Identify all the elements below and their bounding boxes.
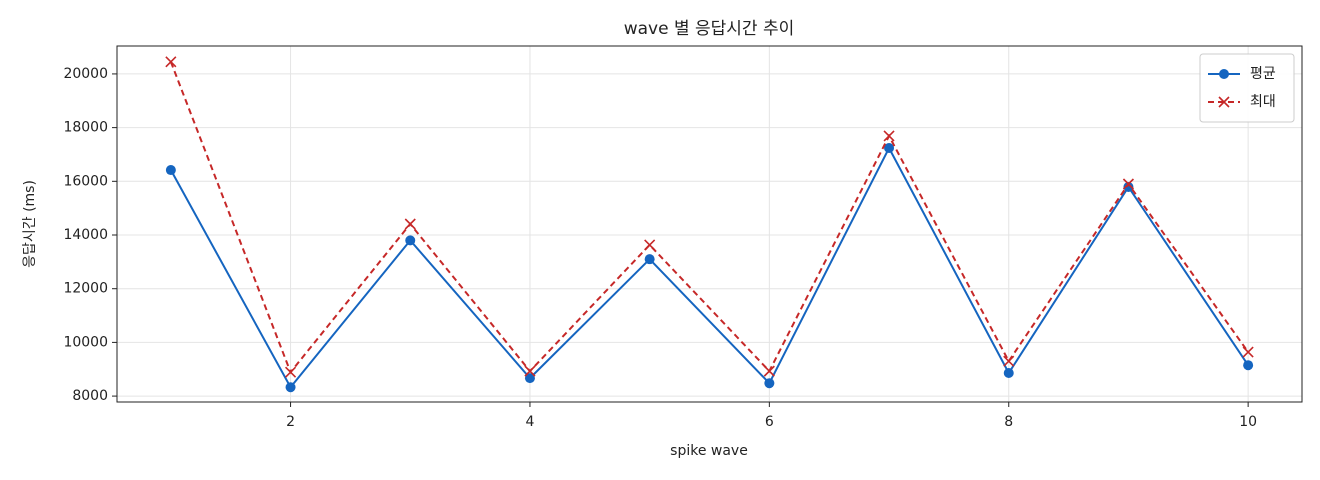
chart-title: wave 별 응답시간 추이: [624, 19, 795, 39]
plot-frame: [116, 45, 1303, 403]
y-axis-label: 응답시간 (ms): [22, 180, 38, 268]
marker: [524, 373, 535, 384]
marker: [284, 366, 297, 378]
y-tick-label: 12000: [63, 281, 108, 297]
marker: [1003, 368, 1014, 379]
y-tick-label: 10000: [63, 334, 108, 350]
marker: [285, 382, 296, 393]
marker: [165, 56, 177, 68]
marker: [883, 130, 895, 142]
x-tick-label: 4: [525, 414, 534, 430]
y-tick-label: 14000: [63, 227, 108, 243]
marker: [1123, 181, 1134, 192]
y-tick-label: 8000: [72, 388, 108, 404]
data-line: [169, 145, 1249, 390]
marker: [884, 143, 895, 154]
marker: [764, 378, 775, 389]
marker: [1122, 178, 1135, 190]
marker: [1003, 355, 1015, 367]
legend-marker: [1219, 69, 1229, 79]
marker: [524, 365, 536, 377]
y-tick-label: 20000: [63, 66, 108, 82]
legend-marker: [1218, 96, 1230, 108]
y-tick-label: 18000: [63, 120, 108, 136]
marker: [763, 365, 775, 377]
legend-label: 평균: [1250, 66, 1276, 82]
x-tick-label: 8: [1004, 414, 1013, 430]
legend-label: 최대: [1250, 94, 1276, 110]
marker: [404, 218, 416, 230]
x-tick-label: 2: [286, 414, 295, 430]
marker: [165, 165, 176, 176]
marker: [405, 235, 416, 246]
x-tick-label: 6: [765, 414, 774, 430]
y-tick-label: 16000: [63, 173, 108, 189]
data-line: [169, 61, 1249, 375]
marker: [1242, 346, 1254, 358]
marker: [644, 239, 656, 251]
x-axis-label: spike wave: [670, 443, 748, 459]
x-tick-label: 10: [1239, 414, 1257, 430]
marker: [1243, 360, 1254, 371]
legend-box: [1199, 53, 1295, 123]
marker: [644, 254, 655, 265]
